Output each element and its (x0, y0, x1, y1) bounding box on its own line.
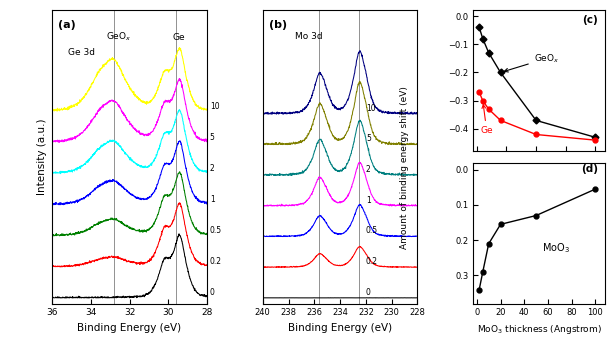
Text: 1: 1 (366, 196, 371, 205)
Text: 10: 10 (366, 104, 376, 113)
Text: 0: 0 (210, 288, 215, 297)
Text: 0.5: 0.5 (210, 225, 222, 235)
Text: (a): (a) (58, 20, 76, 30)
Text: 1: 1 (210, 195, 214, 203)
Text: 2: 2 (210, 164, 214, 172)
Text: MoO$_3$: MoO$_3$ (542, 241, 570, 254)
Text: (c): (c) (582, 15, 597, 25)
Text: 2: 2 (366, 165, 371, 174)
X-axis label: Binding Energy (eV): Binding Energy (eV) (77, 323, 182, 333)
Text: (d): (d) (581, 164, 597, 174)
Y-axis label: Intensity (a.u.): Intensity (a.u.) (37, 119, 47, 195)
X-axis label: MoO$_3$ thickness (Angstrom): MoO$_3$ thickness (Angstrom) (476, 323, 602, 336)
Text: 0: 0 (366, 288, 371, 297)
Text: 0.2: 0.2 (210, 257, 222, 266)
Text: (b): (b) (269, 20, 287, 30)
Text: Amount of binding energy shift (eV): Amount of binding energy shift (eV) (400, 86, 408, 249)
Text: GeO$_x$: GeO$_x$ (504, 52, 559, 72)
Text: 5: 5 (210, 133, 215, 142)
Text: Ge: Ge (172, 32, 185, 42)
Text: 0.5: 0.5 (366, 227, 378, 236)
Text: Mo 3d: Mo 3d (295, 32, 322, 41)
Text: 0.2: 0.2 (366, 257, 378, 266)
Text: 10: 10 (210, 102, 219, 111)
Text: Ge: Ge (480, 105, 493, 135)
Text: Ge 3d: Ge 3d (68, 48, 95, 57)
Text: 5: 5 (366, 134, 371, 143)
Text: GeO$_x$: GeO$_x$ (106, 31, 132, 43)
X-axis label: Binding Energy (eV): Binding Energy (eV) (288, 323, 392, 333)
